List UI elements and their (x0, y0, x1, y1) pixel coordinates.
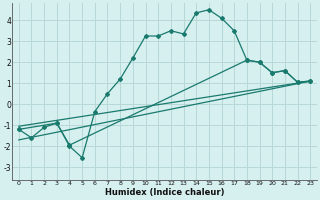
X-axis label: Humidex (Indice chaleur): Humidex (Indice chaleur) (105, 188, 224, 197)
